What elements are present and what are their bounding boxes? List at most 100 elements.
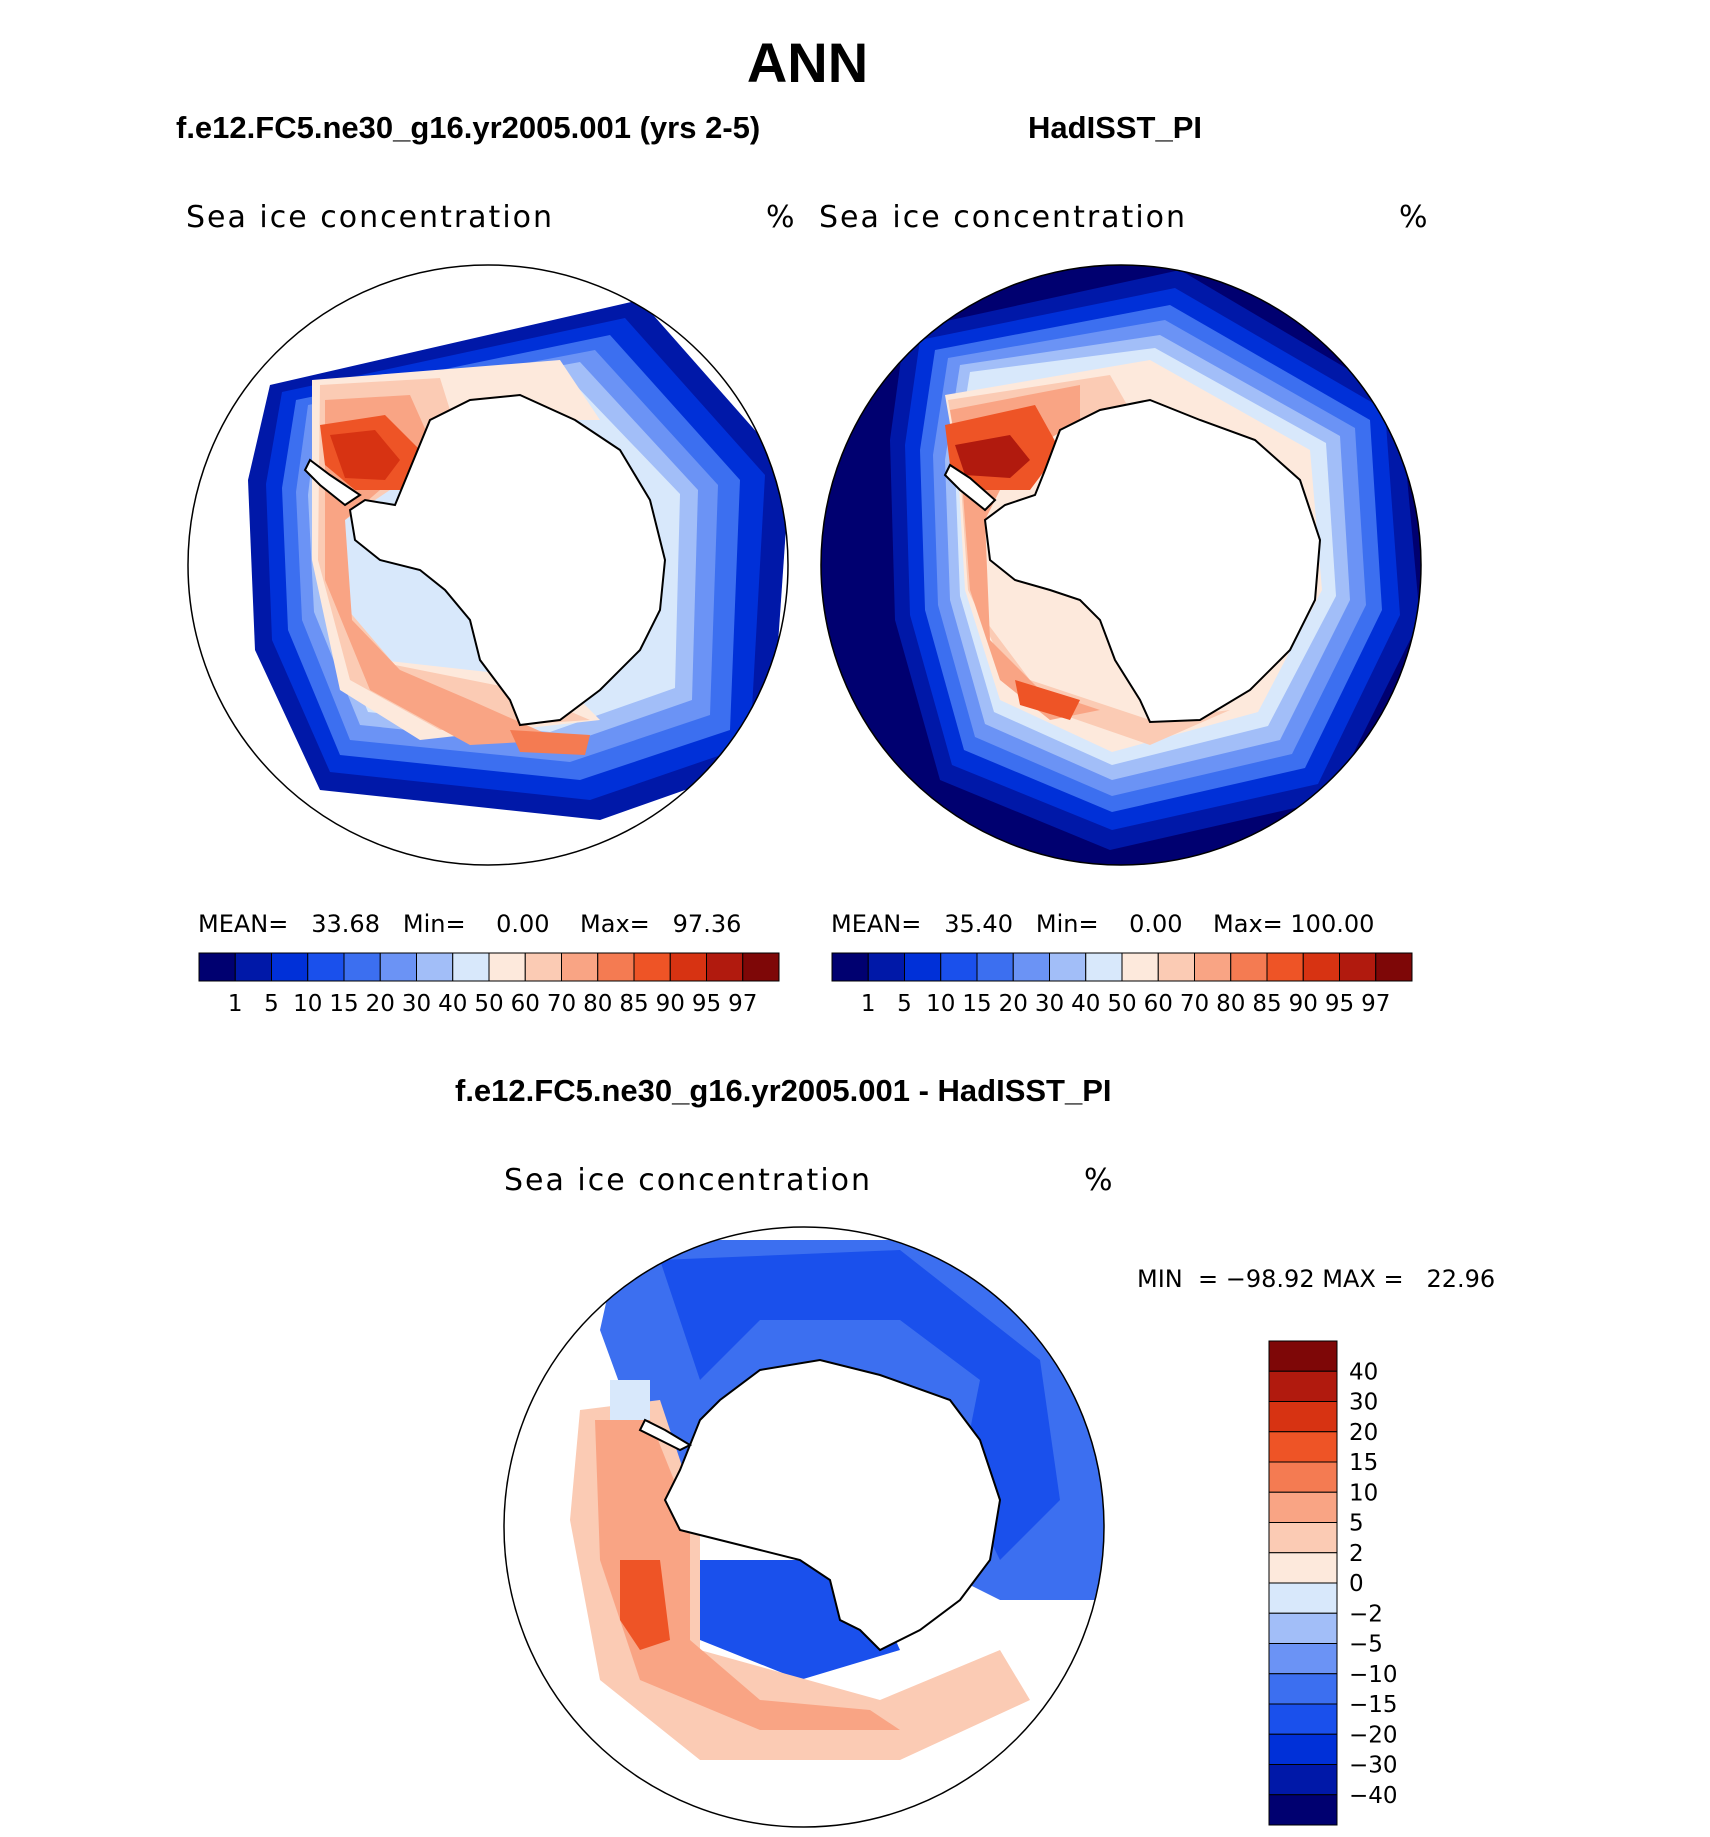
panel1-colorbar-swatch [416,952,454,982]
panel1-colorbar-tick-label: 10 [293,991,322,1017]
panel1-colorbar-swatch [488,952,526,982]
panel1-colorbar-tick-label: 15 [329,991,358,1017]
panel1-colorbar-tick-label: 30 [402,991,431,1017]
panel2-colorbar-swatch [831,952,869,982]
panel3-colorbar-swatch [1268,1643,1338,1675]
panel1-colorbar-tick-label: 60 [511,991,540,1017]
panel1-colorbar-tick-label: 5 [264,991,279,1017]
panel3-max-eq: = [1383,1265,1404,1293]
panel3-min-label: MIN [1137,1265,1183,1293]
panel2-colorbar-tick-label: 40 [1071,991,1100,1017]
panel2-colorbar-tick-label: 80 [1216,991,1245,1017]
panel1-colorbar-tick-label: 40 [438,991,467,1017]
panel1-colorbar-swatch [198,952,236,982]
panel3-colorbar-tick-label: 40 [1349,1359,1378,1385]
panel2-colorbar-tick-label: 5 [897,991,912,1017]
panel2-colorbar-swatch [904,952,942,982]
panel2-colorbar-swatch [940,952,978,982]
panel3-colorbar-tick-label: −2 [1349,1601,1383,1627]
panel3-stats: MIN = −98.92 MAX = 22.96 [1137,1265,1495,1293]
panel2-colorbar-swatch [1085,952,1123,982]
panel1-colorbar-swatch [271,952,309,982]
panel1-min-label: Min= [402,910,466,938]
panel2-mean-value: 35.40 [944,910,1013,938]
panel3-colorbar-tick-label: −10 [1349,1662,1398,1688]
panel2-colorbar: 1 5 10 15 20 30 40 50 60 70 80 85 90 95 97 [831,952,1413,1017]
panel2-colorbar-tick-label: 97 [1361,991,1390,1017]
panel2-map-boundary [820,264,1422,866]
panel2-max-label: Max= [1213,910,1283,938]
panel2-min-value: 0.00 [1129,910,1183,938]
panel1-colorbar-swatch [633,952,671,982]
panel3-title: f.e12.FC5.ne30_g16.yr2005.001 - HadISST_… [455,1073,1112,1108]
panel3-colorbar-tick-label: 0 [1349,1571,1364,1597]
panel3-colorbar-swatch [1268,1370,1338,1402]
panel3-colorbar-tick-label: −5 [1349,1632,1383,1658]
panel3-min-value: −98.92 [1225,1265,1315,1293]
panel1-colorbar-tick-label: 80 [583,991,612,1017]
panel3-colorbar-swatch [1268,1764,1338,1796]
panel3-colorbar-swatch [1268,1340,1338,1372]
panel3-variable-label: Sea ice concentration [504,1163,873,1198]
panel2-colorbar-tick-label: 10 [926,991,955,1017]
panel2-colorbar-swatch [867,952,905,982]
panel3-max-value: 22.96 [1426,1265,1496,1293]
panel3-max-label: MAX [1322,1265,1376,1293]
panel1-colorbar-swatch [597,952,635,982]
panel2-colorbar-swatch [1339,952,1377,982]
panel1-colorbar: 1 5 10 15 20 30 40 50 60 70 80 85 90 95 97 [198,952,780,1017]
panel3-colorbar-swatch [1268,1733,1338,1765]
panel2-colorbar-tick-label: 1 [861,991,876,1017]
panel2-colorbar-tick-label: 15 [962,991,991,1017]
panel2-mean-label: MEAN= [831,910,922,938]
panel2-min-label: Min= [1035,910,1099,938]
panel2-colorbar-tick-label: 50 [1107,991,1136,1017]
panel1-colorbar-tick-label: 1 [228,991,243,1017]
panel1-max-value: 97.36 [672,910,742,938]
panel2-colorbar-swatch [1302,952,1340,982]
panel1-stats: MEAN= 33.68 Min= 0.00 Max= 97.36 [198,910,741,938]
panel3-colorbar-tick-label: 5 [1349,1511,1364,1537]
panel2-stats: MEAN= 35.40 Min= 0.00 Max= 100.00 [831,910,1374,938]
panel2-variable-label: Sea ice concentration [819,200,1188,235]
panel2-colorbar-swatch [1157,952,1195,982]
panel3-colorbar-swatch [1268,1461,1338,1493]
panel2-colorbar-tick-label: 85 [1252,991,1281,1017]
panel2-colorbar-swatch [1230,952,1268,982]
panel1-colorbar-swatch [669,952,707,982]
panel2-colorbar-swatch [976,952,1014,982]
panel2-colorbar-swatch [1121,952,1159,982]
panel1-mean-value: 33.68 [311,910,380,938]
panel1-colorbar-swatch [452,952,490,982]
panel2-colorbar-swatch [1375,952,1413,982]
panel3-min-eq: = [1198,1265,1219,1293]
panel2-max-value: 100.00 [1290,910,1375,938]
panel1-colorbar-tick-label: 50 [474,991,503,1017]
panel2-colorbar-swatch [1012,952,1050,982]
panel3-colorbar-swatch [1268,1673,1338,1705]
panel1-colorbar-tick-label: 90 [656,991,685,1017]
panel1-map-boundary [187,264,789,866]
panel3-colorbar-swatch [1268,1552,1338,1584]
panel1-colorbar-swatch [706,952,744,982]
panel1-colorbar-swatch [379,952,417,982]
panel1-colorbar-swatch [307,952,345,982]
panel2-colorbar-tick-label: 60 [1144,991,1173,1017]
panel3-colorbar-swatch [1268,1582,1338,1614]
panel3-colorbar-tick-label: 30 [1349,1390,1378,1416]
panel3-colorbar-swatch [1268,1612,1338,1644]
panel1-colorbar-swatch [742,952,780,982]
figure-title: ANN [746,31,869,94]
panel3-colorbar-swatch [1268,1794,1338,1826]
panel2-title: HadISST_PI [1028,110,1202,145]
panel1-colorbar-tick-label: 85 [619,991,648,1017]
panel1-colorbar-tick-label: 70 [547,991,576,1017]
panel1-colorbar-tick-label: 20 [366,991,395,1017]
panel3-colorbar-tick-label: 20 [1349,1420,1378,1446]
panel1-colorbar-swatch [234,952,272,982]
panel1-units-label: % [766,200,797,235]
panel1-colorbar-swatch [524,952,562,982]
panel3-colorbar-tick-label: −20 [1349,1722,1398,1748]
